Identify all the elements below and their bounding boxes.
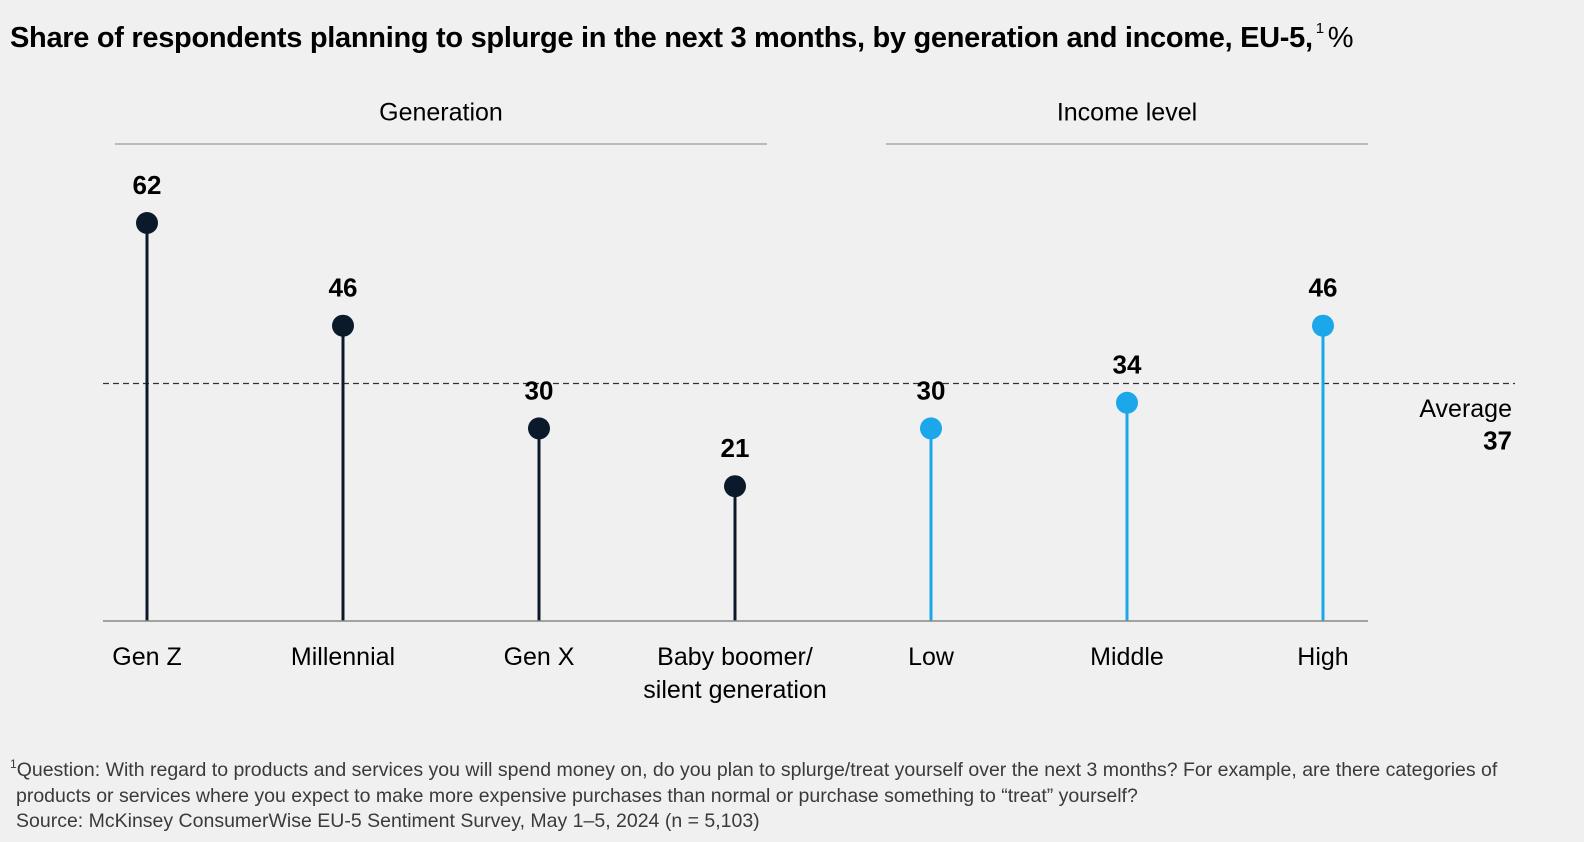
dot bbox=[136, 212, 158, 234]
average-label: Average bbox=[1419, 395, 1512, 423]
title-note: 1 bbox=[1315, 20, 1324, 37]
value-label: 46 bbox=[1309, 273, 1338, 303]
dot bbox=[920, 417, 942, 440]
x-tick-label: Low bbox=[908, 643, 954, 671]
value-label: 21 bbox=[721, 433, 750, 463]
value-label: 30 bbox=[917, 375, 946, 405]
x-tick-label: Gen Z bbox=[112, 643, 182, 671]
dot bbox=[724, 475, 746, 498]
footnote-question: Question: With regard to products and se… bbox=[16, 759, 1498, 807]
x-tick-label: Baby boomer/ silent generation bbox=[643, 643, 827, 704]
footnote: 1Question: With regard to products and s… bbox=[10, 752, 1570, 835]
dot bbox=[1116, 391, 1138, 414]
dot bbox=[528, 417, 550, 440]
group-label: Generation bbox=[379, 99, 503, 127]
x-tick-label: Middle bbox=[1090, 643, 1164, 671]
group-label: Income level bbox=[1057, 99, 1197, 127]
footnote-question-line: 1Question: With regard to products and s… bbox=[10, 752, 1570, 809]
x-tick-label: Gen X bbox=[503, 643, 575, 671]
x-tick-label: High bbox=[1297, 643, 1349, 671]
chart-title: Share of respondents planning to splurge… bbox=[10, 22, 1313, 54]
value-label: 62 bbox=[133, 170, 162, 200]
chart-title-block: Share of respondents planning to splurge… bbox=[10, 20, 1354, 55]
footnote-note: 1 bbox=[10, 757, 17, 771]
x-tick-label: Millennial bbox=[290, 643, 396, 671]
unit: % bbox=[1327, 22, 1354, 54]
value-label: 30 bbox=[525, 375, 554, 405]
footnote-source: Source: McKinsey ConsumerWise EU-5 Senti… bbox=[16, 810, 760, 832]
value-label: 46 bbox=[329, 273, 358, 303]
dot bbox=[1312, 314, 1334, 337]
dot bbox=[332, 314, 354, 337]
average-value: 37 bbox=[1483, 425, 1512, 455]
value-label: 34 bbox=[1113, 350, 1142, 380]
